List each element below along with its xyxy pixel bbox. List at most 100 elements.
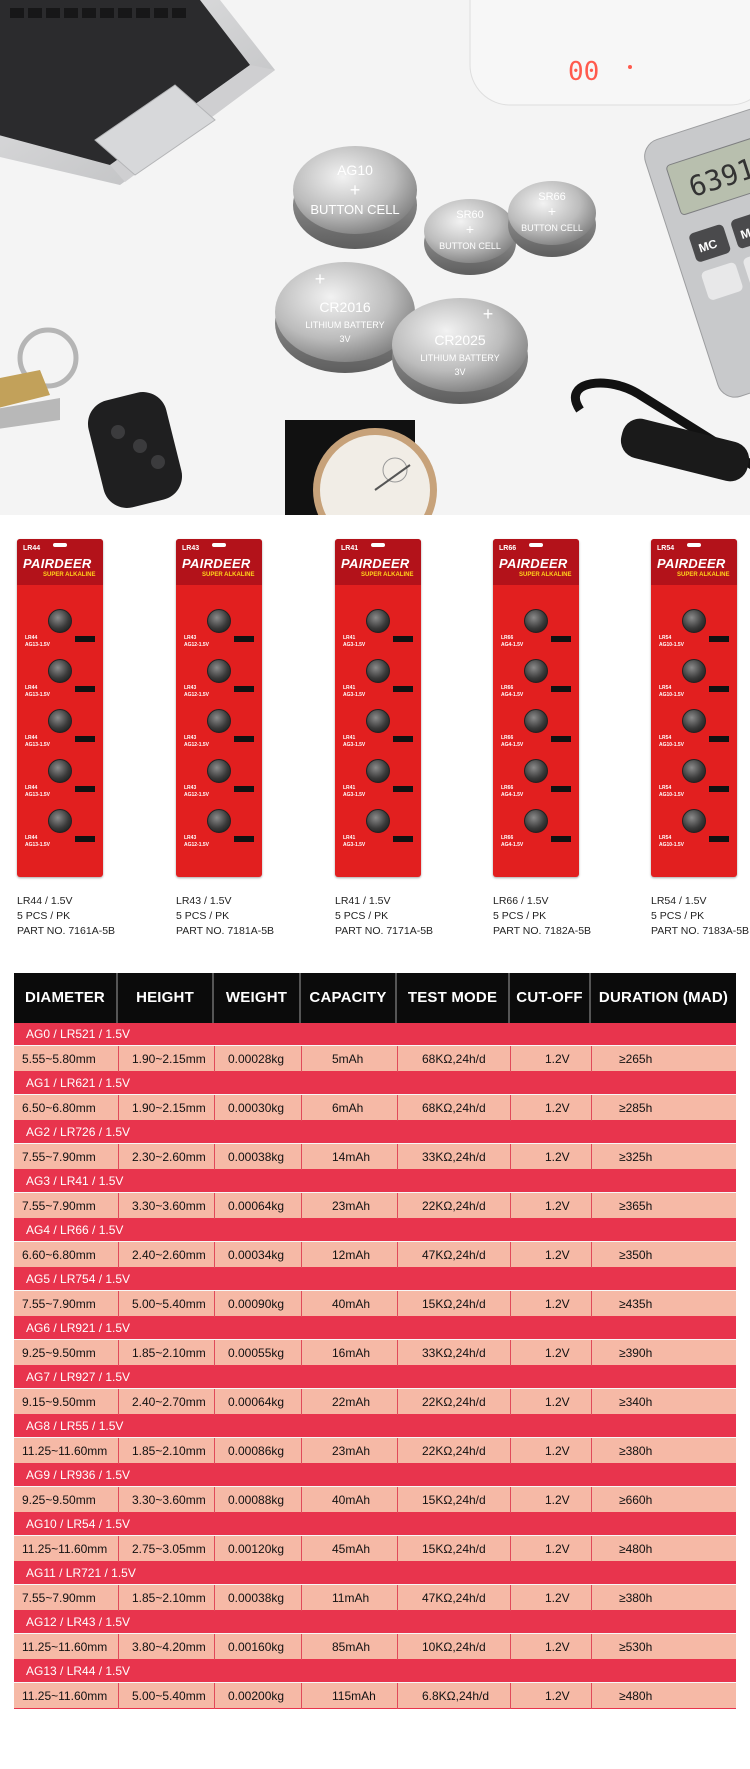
group-label: AG9 / LR936 / 1.5V [26,1468,131,1482]
cell-sub-label: AG10-1.5V [659,692,685,698]
table-cell: 14mAh [332,1150,371,1164]
cell-sub-label: AG3-1.5V [343,692,366,698]
header-capacity: CAPACITY [301,973,397,1023]
group-row: AG8 / LR55 / 1.5V [14,1415,736,1438]
brand-logo: PAIRDEER [341,556,410,571]
pack-spec: LR43 / 1.5V [176,895,232,907]
table-cell: 1.85~2.10mm [132,1346,206,1360]
group-label: AG13 / LR44 / 1.5V [26,1664,131,1678]
cell-sub-label: AG3-1.5V [343,742,366,748]
table-cell: 11mAh [332,1591,370,1605]
table-cell: 1.85~2.10mm [132,1444,206,1458]
button-cell [524,659,548,683]
cell-divider [214,1193,215,1219]
cell-model-label: LR44 [25,685,38,691]
cell-divider [214,1242,215,1268]
button-cell [366,759,390,783]
cell-flag [551,836,571,842]
card-series: SUPER ALKALINE [361,572,414,578]
card-model: LR44 [23,545,41,552]
cell-flag [393,786,413,792]
table-cell: 6.50~6.80mm [22,1101,96,1115]
button-cell [524,809,548,833]
car-keys [0,327,183,508]
svg-text:BUTTON CELL: BUTTON CELL [521,223,583,233]
cell-model-label: LR44 [25,735,38,741]
table-cell: 7.55~7.90mm [22,1199,96,1213]
table-cell: 1.2V [545,1591,570,1605]
brand-logo: PAIRDEER [499,556,568,571]
header-duration: DURATION (MAD) [598,989,729,1006]
cell-divider [214,1683,215,1709]
button-cell [524,709,548,733]
button-cell [682,809,706,833]
cell-divider [591,1144,592,1170]
card-model: LR43 [182,545,200,552]
table-cell: 1.2V [545,1199,570,1213]
button-cell [48,709,72,733]
table-cell: 3.80~4.20mm [132,1640,206,1654]
cell-sub-label: AG4-1.5V [501,692,524,698]
cell-divider [591,1585,592,1611]
table-cell: 22KΩ,24h/d [422,1395,486,1409]
table-cell: 11.25~11.60mm [22,1689,108,1703]
table-cell: 85mAh [332,1640,371,1654]
coin-cell-cr2016: + CR2016 LITHIUM BATTERY 3V [275,262,415,373]
table-cell: ≥435h [619,1297,653,1311]
table-cell: 7.55~7.90mm [22,1297,96,1311]
cell-model-label: LR54 [659,735,672,741]
table-cell: 1.2V [545,1493,570,1507]
cell-flag [75,736,95,742]
table-cell: 10KΩ,24h/d [422,1640,486,1654]
cell-sub-label: AG3-1.5V [343,792,366,798]
group-row: AG9 / LR936 / 1.5V [14,1464,736,1487]
cell-model-label: LR41 [343,635,356,641]
group-label: AG8 / LR55 / 1.5V [26,1419,124,1433]
cell-divider [118,1144,119,1170]
table-row: 11.25~11.60mm 3.80~4.20mm 0.00160kg 85mAh 10… [14,1634,736,1660]
table-cell: 1.2V [545,1640,570,1654]
table-cell: 0.00055kg [228,1346,285,1360]
table-cell: 11.25~11.60mm [22,1640,108,1654]
svg-text:BUTTON CELL: BUTTON CELL [310,202,399,217]
cell-flag [551,736,571,742]
cell-divider [397,1438,398,1464]
cell-divider [591,1193,592,1219]
table-row: 9.25~9.50mm 1.85~2.10mm 0.00055kg 16mAh 33KΩ… [14,1340,736,1366]
pack-caption: LR66 / 1.5V 5 PCS / PK PART NO. 7182A-5B [493,894,633,939]
cell-model-label: LR66 [501,835,514,841]
card-model: LR41 [341,545,359,552]
pack-caption: LR44 / 1.5V 5 PCS / PK PART NO. 7161A-5B [17,894,157,939]
cell-sub-label: AG3-1.5V [343,842,366,848]
svg-text:CR2016: CR2016 [319,299,371,315]
cell-divider [214,1095,215,1121]
cell-divider [301,1487,302,1513]
table-cell: 1.2V [545,1346,570,1360]
cell-sub-label: AG13-1.5V [25,642,51,648]
table-cell: 0.00028kg [228,1052,285,1066]
table-header: DIAMETER HEIGHT WEIGHT CAPACITY TEST MOD… [14,973,736,1023]
group-label: AG1 / LR621 / 1.5V [26,1076,131,1090]
cell-flag [234,736,254,742]
table-cell: 68KΩ,24h/d [422,1101,486,1115]
card-model: LR54 [657,545,675,552]
table-cell: 1.85~2.10mm [132,1591,206,1605]
cell-divider [214,1487,215,1513]
blister-card: LR44 PAIRDEER SUPER ALKALINE LR44 AG13-1.5V L… [17,539,103,877]
table-cell: 15KΩ,24h/d [422,1493,486,1507]
svg-text:3V: 3V [339,334,350,344]
svg-text:LITHIUM BATTERY: LITHIUM BATTERY [305,320,384,330]
svg-text:3V: 3V [454,367,465,377]
group-label: AG0 / LR521 / 1.5V [26,1027,131,1041]
table-cell: 9.15~9.50mm [22,1395,96,1409]
table-cell: 2.75~3.05mm [132,1542,206,1556]
cell-divider [301,1095,302,1121]
hang-hole [687,543,701,547]
cell-divider [591,1046,592,1072]
table-row: 7.55~7.90mm 5.00~5.40mm 0.00090kg 40mAh 15KΩ… [14,1291,736,1317]
cell-divider [214,1438,215,1464]
table-cell: 68KΩ,24h/d [422,1052,486,1066]
hang-hole [529,543,543,547]
svg-text:+: + [350,180,361,200]
cell-divider [591,1536,592,1562]
